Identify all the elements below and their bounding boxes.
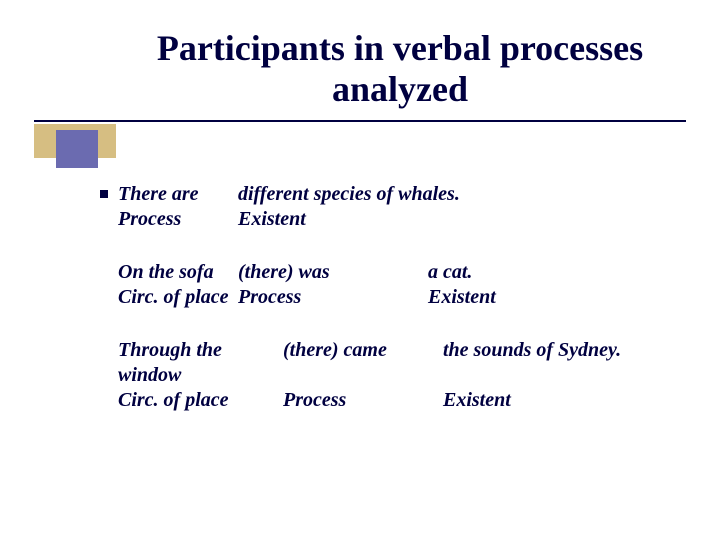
ex1-seg1-text: There are <box>118 182 238 207</box>
ex3-seg1-text: Through the window <box>118 338 283 388</box>
ex1-seg2-text: different species of whales. <box>238 182 460 207</box>
ex2-seg2-label: Process <box>238 285 428 310</box>
ex2-seg1-text: On the sofa <box>118 260 238 285</box>
ex3-seg3-text: the sounds of Sydney. <box>443 338 621 388</box>
slide-title: Participants in verbal processes analyze… <box>120 28 680 111</box>
slide: Participants in verbal processes analyze… <box>0 0 720 540</box>
accent-bar-purple <box>56 130 98 168</box>
example-1: There are different species of whales. P… <box>118 182 680 232</box>
ex2-seg1-label: Circ. of place <box>118 285 238 310</box>
ex3-seg3-label: Existent <box>443 388 511 413</box>
bullet-icon <box>100 190 108 198</box>
ex3-seg2-label: Process <box>283 388 443 413</box>
ex2-seg2-text: (there) was <box>238 260 428 285</box>
ex3-seg1-label: Circ. of place <box>118 388 283 413</box>
ex2-seg3-text: a cat. <box>428 260 472 285</box>
ex2-seg3-label: Existent <box>428 285 496 310</box>
example-2: On the sofa (there) was a cat. Circ. of … <box>118 260 680 310</box>
ex1-seg2-label: Existent <box>238 207 306 232</box>
ex1-seg1-label: Process <box>118 207 238 232</box>
title-underline <box>34 120 686 122</box>
slide-body: There are different species of whales. P… <box>118 182 680 441</box>
ex3-seg2-text: (there) came <box>283 338 443 388</box>
example-3: Through the window (there) came the soun… <box>118 338 680 413</box>
